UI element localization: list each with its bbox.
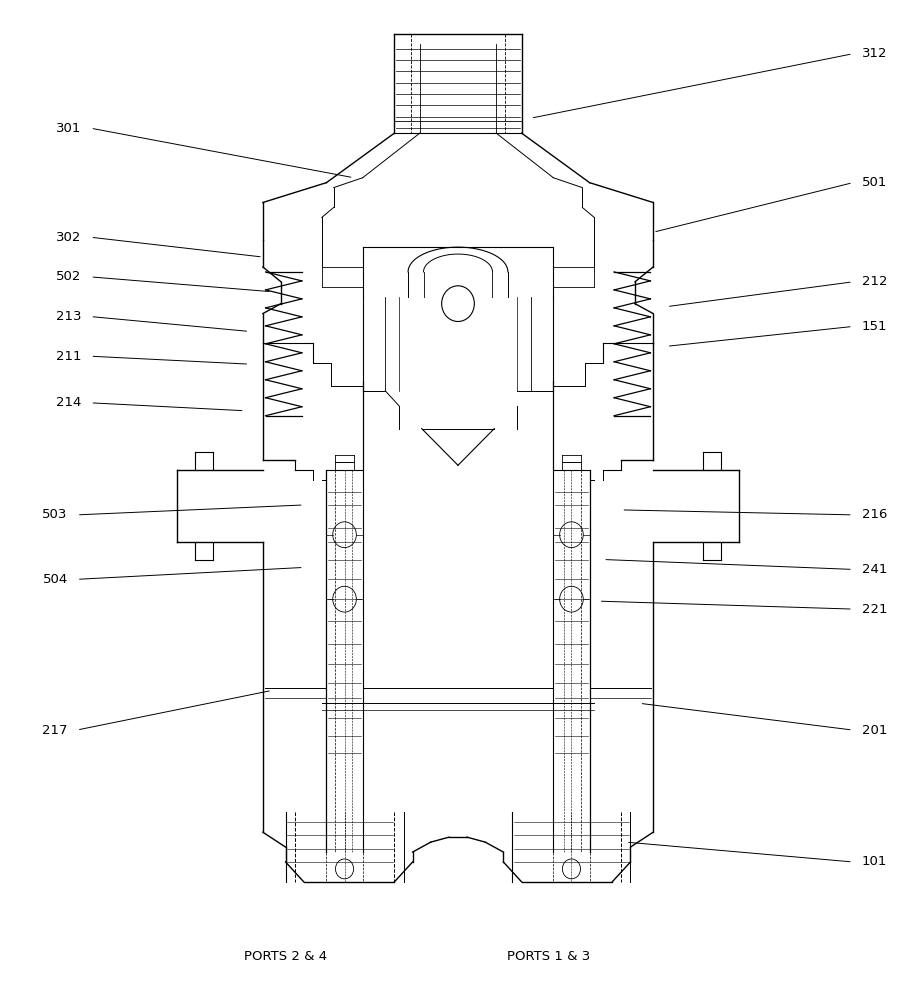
Text: 504: 504 [42,573,68,586]
Text: PORTS 1 & 3: PORTS 1 & 3 [507,950,591,963]
Text: PORTS 2 & 4: PORTS 2 & 4 [244,950,327,963]
Text: 213: 213 [56,310,82,323]
Text: 214: 214 [56,396,82,409]
Text: 216: 216 [862,508,888,521]
Text: 101: 101 [862,855,888,868]
Text: 221: 221 [862,603,888,616]
Text: 201: 201 [862,724,888,737]
Text: 301: 301 [56,122,82,135]
Text: 503: 503 [42,508,68,521]
Text: 312: 312 [862,47,888,60]
Text: 151: 151 [862,320,888,333]
Text: 211: 211 [56,350,82,363]
Text: 501: 501 [862,176,888,189]
Text: 217: 217 [42,724,68,737]
Text: 302: 302 [56,231,82,244]
Text: 212: 212 [862,275,888,288]
Text: 241: 241 [862,563,888,576]
Text: 502: 502 [56,270,82,283]
